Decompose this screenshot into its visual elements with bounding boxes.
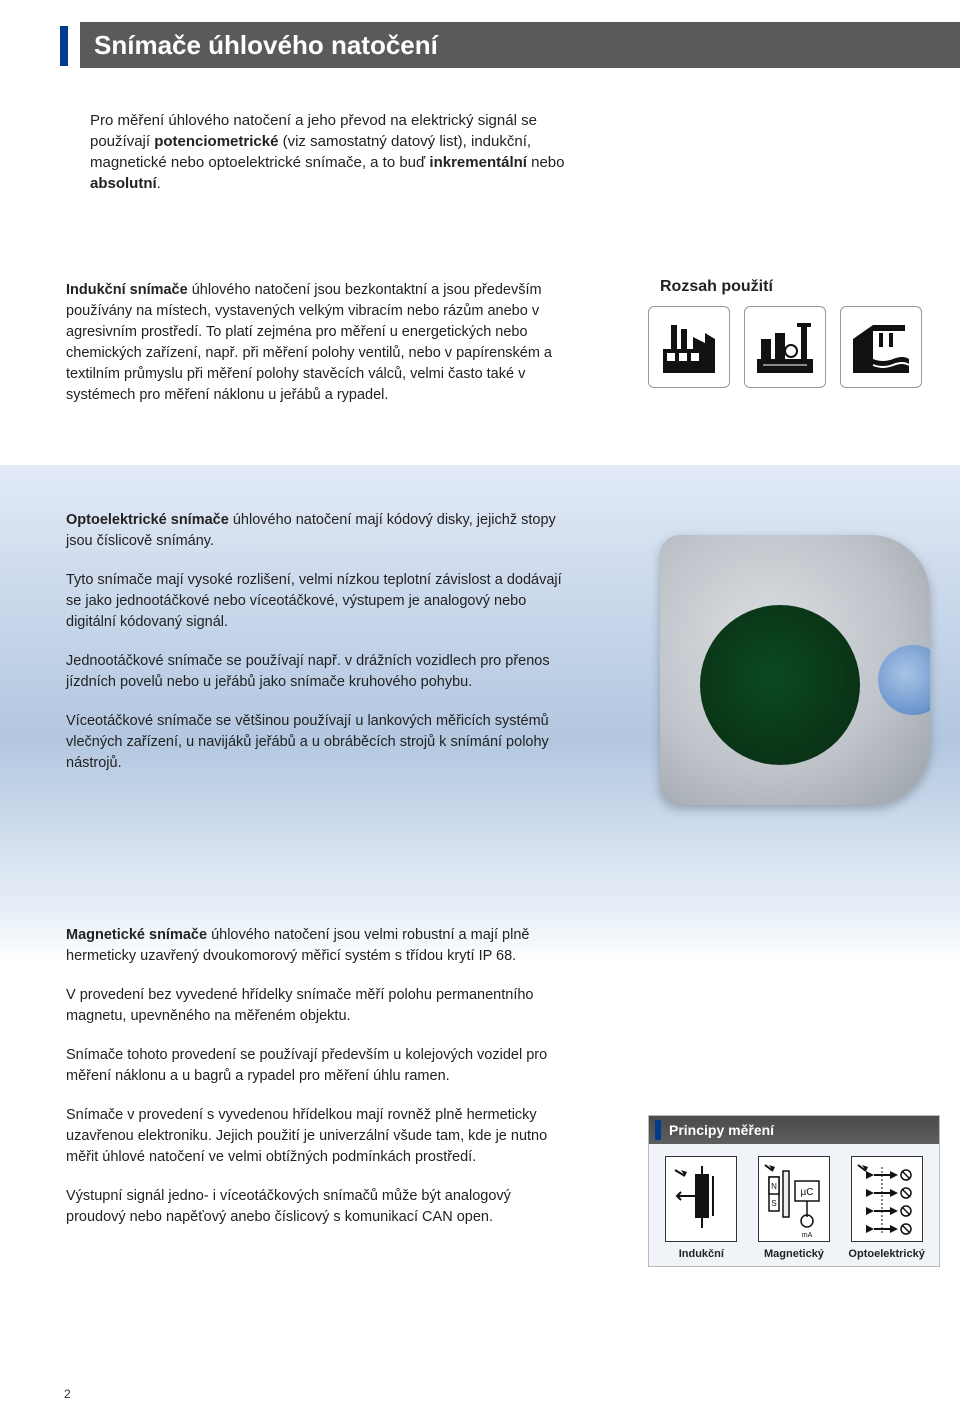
intro-post: . [157, 175, 161, 192]
mag-n-label: N [771, 1182, 777, 1191]
opto-p2: Tyto snímače mají vysoké rozlišení, velm… [66, 570, 566, 633]
mag-s-label: S [771, 1199, 776, 1208]
encoder-shaft [878, 645, 930, 715]
usage-icon-row [648, 306, 922, 388]
mag-p3: Snímače tohoto provedení se používají př… [66, 1045, 566, 1087]
page-title-bar: Snímače úhlového natočení [60, 22, 960, 68]
opto-bold: Optoelektrické snímače [66, 512, 229, 528]
plant-icon [744, 306, 826, 388]
usage-heading: Rozsah použití [660, 278, 773, 296]
mag-p2: V provedení bez vyvedené hřídelky snímač… [66, 985, 566, 1027]
mag-bold: Magnetické snímače [66, 927, 207, 943]
principles-box: Principy měření Indukční [648, 1115, 940, 1267]
intro-b2: inkrementální [429, 154, 527, 171]
magnetic-block: Magnetické snímače úhlového natočení jso… [66, 925, 566, 1246]
mag-ma-label: mA [802, 1232, 813, 1239]
opto-row [866, 1170, 911, 1180]
mag-uc-label: µC [800, 1187, 813, 1198]
dam-icon [840, 306, 922, 388]
inductive-paragraph: Indukční snímače úhlového natočení jsou … [66, 280, 566, 406]
inductive-bold: Indukční snímače [66, 282, 188, 298]
intro-b3: absolutní [90, 175, 157, 192]
encoder-pcb [700, 605, 860, 765]
principles-row: Indukční N S µC mA Magne [649, 1144, 939, 1266]
principles-accent [655, 1120, 661, 1140]
intro-paragraph: Pro měření úhlového natočení a jeho přev… [90, 110, 570, 194]
principle-optoelectric-label: Optoelektrický [845, 1248, 929, 1260]
principle-optoelectric: Optoelektrický [845, 1156, 929, 1260]
principle-inductive: Indukční [659, 1156, 743, 1260]
mag-p4: Snímače v provedení s vyvedenou hřídelko… [66, 1105, 566, 1168]
page-number: 2 [64, 1387, 71, 1401]
opto-p4: Víceotáčkové snímače se většinou používa… [66, 711, 566, 774]
title-accent [60, 26, 68, 66]
principles-header: Principy měření [649, 1116, 939, 1144]
page-title: Snímače úhlového natočení [80, 22, 960, 68]
principles-heading: Principy měření [669, 1122, 774, 1138]
principle-inductive-label: Indukční [659, 1248, 743, 1260]
principle-magnetic: N S µC mA Magnetický [752, 1156, 836, 1260]
factory-icon [648, 306, 730, 388]
mag-p5: Výstupní signál jedno- i víceotáčkových … [66, 1186, 566, 1228]
optoelectric-block: Optoelektrické snímače úhlového natočení… [66, 510, 566, 792]
opto-p3: Jednootáčkové snímače se používají např.… [66, 651, 566, 693]
encoder-image [660, 535, 930, 805]
principle-magnetic-label: Magnetický [752, 1248, 836, 1260]
intro-b1: potenciometrické [154, 133, 278, 150]
inductive-text: úhlového natočení jsou bezkontaktní a js… [66, 282, 552, 403]
intro-mid2: nebo [527, 154, 565, 171]
